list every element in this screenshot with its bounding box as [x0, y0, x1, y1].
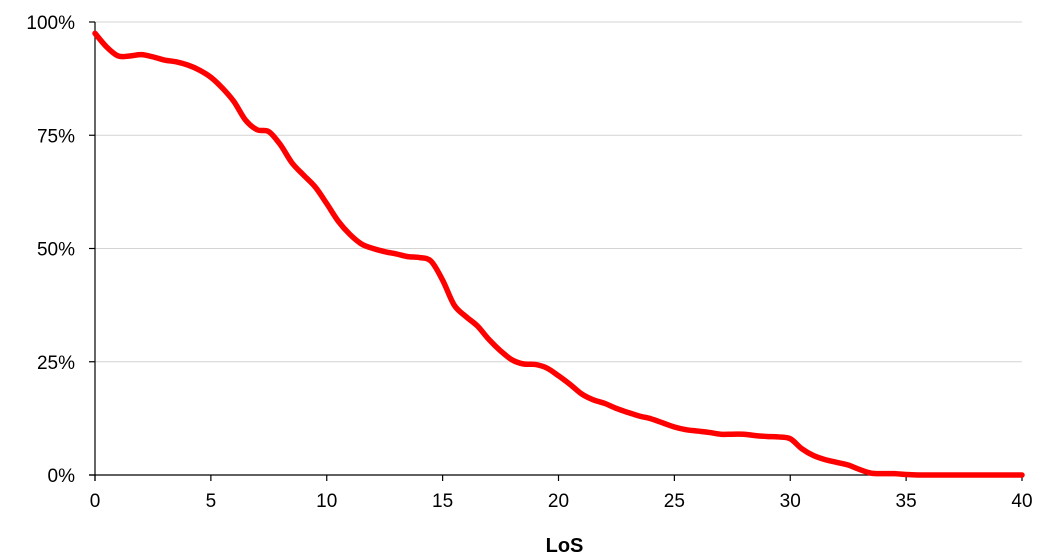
- x-tick-label: 25: [664, 491, 685, 512]
- x-tick-label: 20: [548, 491, 569, 512]
- x-tick-label: 15: [432, 491, 453, 512]
- y-tick-label: 25%: [37, 353, 75, 374]
- x-tick-label: 0: [90, 491, 101, 512]
- x-tick-label: 30: [780, 491, 801, 512]
- x-axis-title: LoS: [546, 535, 584, 557]
- axes: [89, 21, 1023, 481]
- y-tick-label: 100%: [26, 13, 75, 34]
- y-tick-label: 75%: [37, 126, 75, 147]
- x-tick-label: 5: [206, 491, 217, 512]
- series-line: [92, 30, 1025, 478]
- gridlines: [95, 21, 1022, 363]
- x-tick-label: 10: [316, 491, 337, 512]
- x-tick-label: 35: [896, 491, 917, 512]
- tick-labels: 0% 25% 50% 75% 100% 0 5 10 15 20 25 30 35 40: [26, 13, 1032, 512]
- y-tick-label: 50%: [37, 240, 75, 261]
- y-tick-label: 0%: [48, 466, 76, 487]
- x-tick-label: 40: [1011, 491, 1032, 512]
- series-layer: [92, 30, 1025, 478]
